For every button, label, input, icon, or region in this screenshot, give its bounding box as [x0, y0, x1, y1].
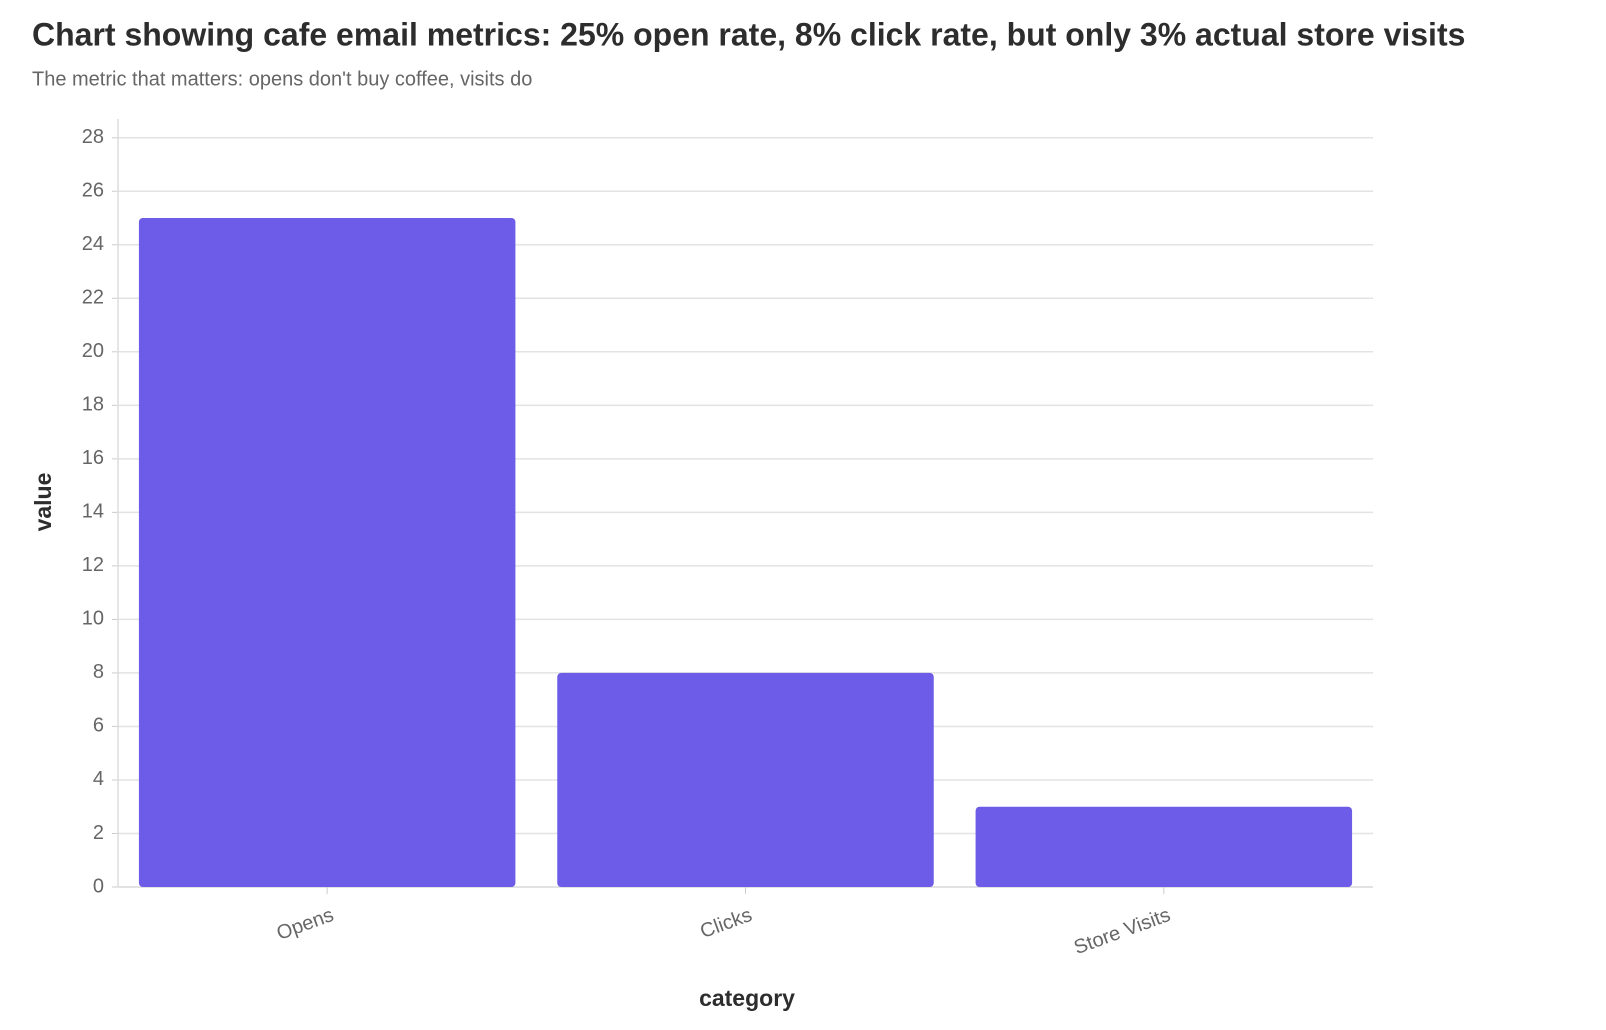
y-tick-label: 0: [93, 875, 104, 897]
chart-subtitle: The metric that matters: opens don't buy…: [32, 68, 532, 90]
y-tick-label: 26: [82, 180, 104, 202]
x-axis-label: category: [699, 985, 795, 1011]
y-tick-label: 12: [82, 554, 104, 576]
y-tick-label: 18: [82, 394, 104, 416]
y-tick-label: 2: [93, 822, 104, 844]
bar: [557, 672, 934, 887]
y-tick-label: 28: [82, 126, 104, 148]
y-tick-label: 20: [82, 340, 104, 362]
y-tick-label: 24: [82, 233, 104, 255]
bar: [975, 806, 1353, 887]
y-tick-label: 16: [82, 447, 104, 469]
bar: [138, 218, 516, 888]
y-axis-label: value: [30, 473, 56, 532]
chart-title: Chart showing cafe email metrics: 25% op…: [32, 16, 1465, 52]
y-tick-label: 22: [82, 287, 104, 309]
x-tick-label: Opens: [274, 904, 337, 945]
y-tick-label: 14: [82, 501, 104, 523]
y-tick-label: 4: [93, 768, 104, 790]
y-tick-label: 8: [93, 661, 104, 683]
y-tick-label: 6: [93, 715, 104, 737]
x-tick-label: Store Visits: [1071, 904, 1173, 959]
x-tick-label: Clicks: [697, 904, 755, 943]
y-tick-label: 10: [82, 608, 104, 630]
